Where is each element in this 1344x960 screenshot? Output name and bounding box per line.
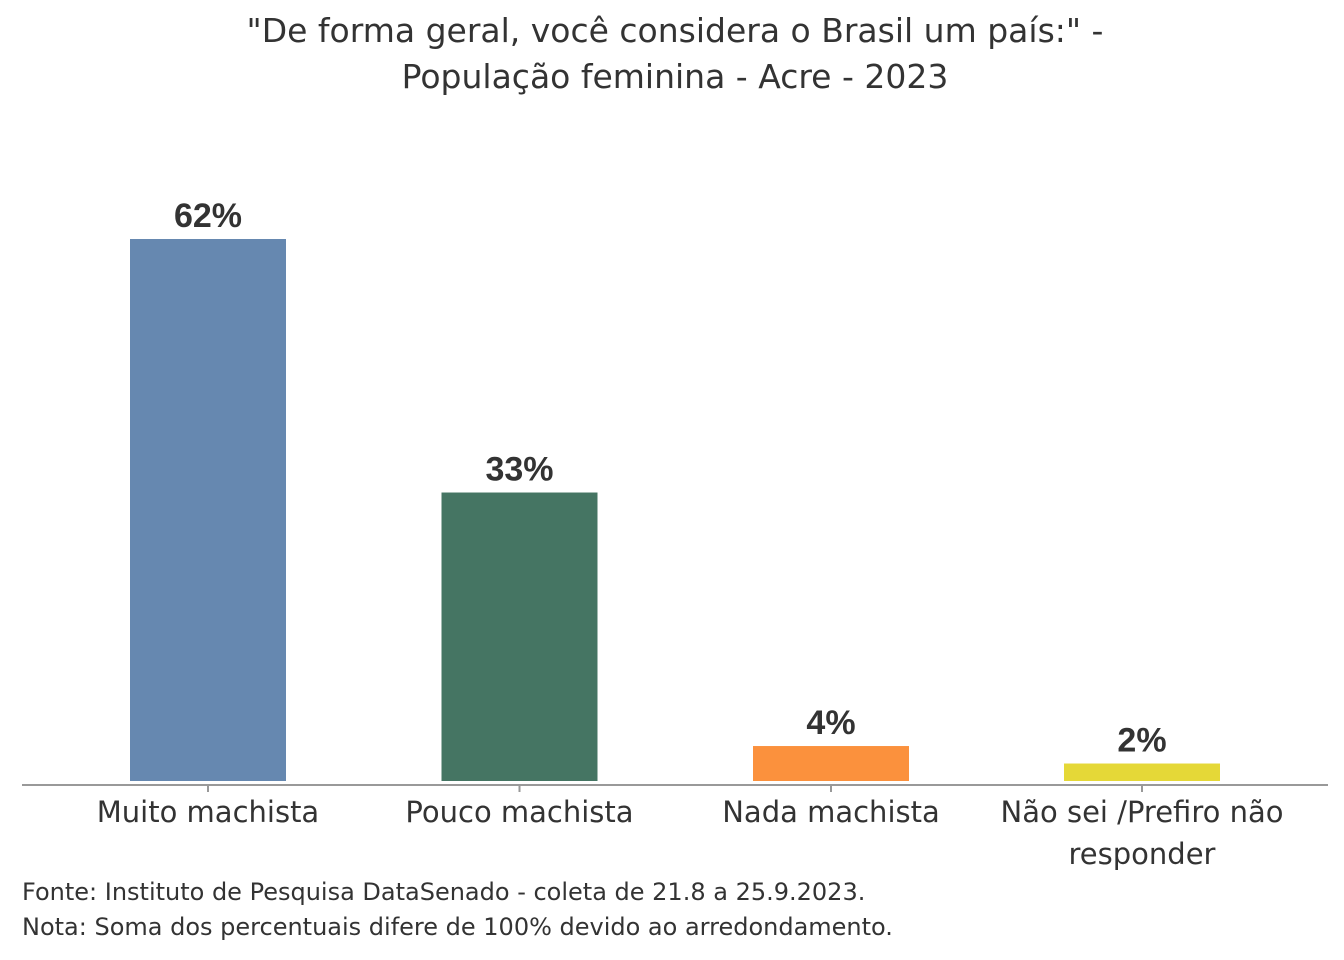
data-label-4: 2% [1117,722,1166,760]
chart-title-line-2: População feminina - Acre - 2023 [401,57,949,96]
data-label-3: 4% [806,704,855,742]
chart-title-line-1: "De forma geral, você considera o Brasil… [246,11,1104,50]
x-tick-label-4-line-2: responder [1069,837,1216,871]
bar-2 [441,492,598,781]
bar-3 [753,746,909,781]
data-label-2: 33% [485,451,553,489]
bar-4 [1064,763,1220,781]
x-tick-label-4: Não sei /Prefiro não [1001,795,1284,829]
chart-title: "De forma geral, você considera o Brasil… [0,8,1344,100]
source-note: Fonte: Instituto de Pesquisa DataSenado … [22,878,866,906]
rounding-note: Nota: Soma dos percentuais difere de 100… [22,913,893,941]
bar-1 [130,239,286,781]
data-label-1: 62% [174,197,242,235]
x-tick-label-2: Pouco machista [405,795,633,829]
x-tick-label-3: Nada machista [722,795,940,829]
x-tick-label-1: Muito machista [97,795,319,829]
